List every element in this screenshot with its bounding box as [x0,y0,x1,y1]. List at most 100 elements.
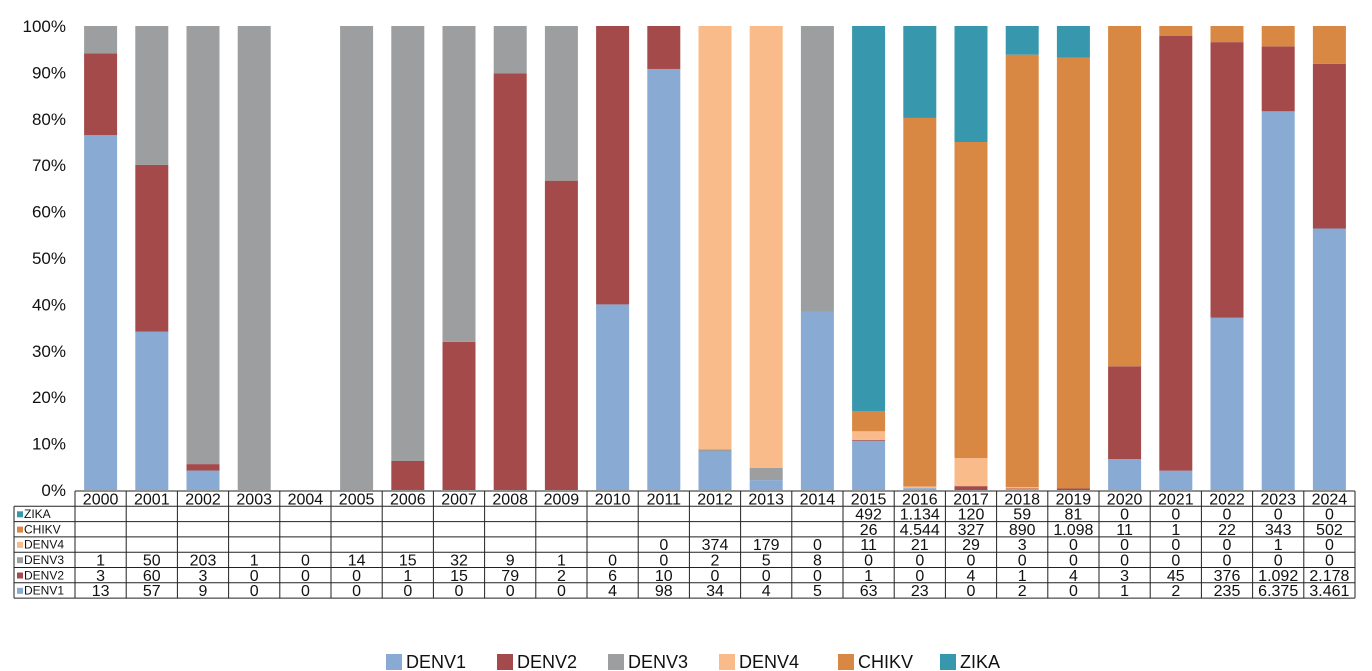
x-tick-label: 2011 [647,491,682,508]
data-label: 3 [96,568,105,585]
bar-segment-denv2-2008 [493,73,527,491]
bar-segment-denv4-2013 [749,26,783,468]
data-label: 4 [608,583,617,600]
data-label: 6 [608,568,617,585]
legend-swatch-denv2 [497,654,513,670]
bar-segment-chikv-2022 [1210,26,1244,43]
data-label: 8 [813,553,822,570]
legend-swatch-zika [940,654,956,670]
data-label: 374 [702,537,729,554]
y-tick-label: 30% [32,342,66,361]
data-label: 13 [92,583,110,600]
bar-segment-chikv-2024 [1312,26,1346,64]
legend: DENV1 DENV2 DENV3 DENV4 CHIKV ZIKA [386,652,1000,671]
bar-segment-chikv-2020 [1108,26,1142,367]
data-label: 0 [864,553,873,570]
legend-label-zika: ZIKA [960,652,1000,671]
bar-segment-denv4-2017 [954,458,988,487]
data-label: 235 [1214,583,1241,600]
data-label: 3 [199,568,208,585]
y-tick-label: 80% [32,110,66,129]
x-tick-label: 2015 [851,491,887,508]
data-label: 0 [967,583,976,600]
bar-segment-denv2-2024 [1312,63,1346,229]
x-tick-label: 2020 [1107,491,1143,508]
table-row-label: DENV1 [24,584,64,598]
bar-segment-zika-2015 [852,26,886,411]
data-label: 34 [706,583,724,600]
y-tick-label: 50% [32,249,66,268]
bar-segment-denv2-2001 [135,164,169,332]
x-tick-label: 2019 [1056,491,1092,508]
data-label: 0 [1069,583,1078,600]
x-tick-label: 2005 [339,491,375,508]
data-label: 3.461 [1309,583,1349,600]
bar-segment-denv1-2012 [698,451,732,490]
bar-segment-chikv-2015 [852,410,886,432]
bar-segment-chikv-2018 [1005,54,1039,488]
data-label: 4 [967,568,976,585]
data-label: 1 [1171,522,1180,539]
y-tick-label: 20% [32,388,66,407]
data-label: 1 [1120,583,1129,600]
data-label: 0 [250,583,259,600]
bar-segment-denv3-2012 [698,449,732,452]
data-label: 21 [911,537,929,554]
data-label: 6.375 [1258,583,1298,600]
data-label: 14 [348,553,366,570]
data-label: 45 [1167,568,1185,585]
data-label: 2 [1171,583,1180,600]
row-key-swatch [17,572,23,579]
bar-segment-chikv-2019 [1056,57,1090,489]
data-label: 29 [962,537,980,554]
legend-label-chikv: CHIKV [858,652,913,671]
x-tick-label: 2000 [83,491,119,508]
data-label: 22 [1218,522,1236,539]
y-tick-label: 60% [32,203,66,222]
bar-segment-denv2-2002 [186,464,220,471]
data-label: 50 [143,553,161,570]
bar-segment-denv1-2018 [1005,489,1039,490]
data-label: 0 [301,583,310,600]
data-label: 0 [506,583,515,600]
bar-segment-denv3-2009 [544,26,578,181]
bar-segment-denv3-2014 [800,26,834,312]
bar-segment-denv3-2005 [340,26,374,490]
data-label: 4 [1069,568,1078,585]
legend-label-denv1: DENV1 [406,652,466,671]
legend-swatch-denv1 [386,654,402,670]
data-label: 79 [501,568,519,585]
data-label: 1.134 [900,507,940,524]
data-label: 2.178 [1309,568,1349,585]
legend-swatch-denv3 [608,654,624,670]
x-tick-label: 2003 [236,491,272,508]
data-label: 0 [1274,507,1283,524]
x-tick-label: 2021 [1158,491,1194,508]
bar-segment-denv1-2016 [903,488,937,490]
bar-segment-denv3-2000 [84,26,118,54]
data-label: 0 [1171,507,1180,524]
data-label: 1 [96,553,105,570]
data-label: 1 [557,553,566,570]
x-tick-label: 2024 [1312,491,1348,508]
table-row-label: DENV2 [24,568,64,582]
bar-segment-denv2-2000 [84,53,118,136]
data-label: 32 [450,553,468,570]
data-label: 59 [1013,507,1031,524]
y-tick-label: 70% [32,156,66,175]
data-label: 343 [1265,522,1292,539]
data-label: 0 [915,553,924,570]
data-label: 0 [1223,507,1232,524]
data-label: 0 [967,553,976,570]
data-label: 3 [1018,537,1027,554]
x-tick-label: 2016 [902,491,938,508]
data-label: 0 [250,568,259,585]
x-tick-label: 2008 [492,491,528,508]
bar-segment-chikv-2021 [1159,26,1193,36]
data-label: 1.092 [1258,568,1298,585]
data-label: 0 [455,583,464,600]
bar-segment-denv1-2000 [84,135,118,491]
bar-segment-zika-2017 [954,26,988,142]
data-label: 1 [403,568,412,585]
data-label: 2 [557,568,566,585]
